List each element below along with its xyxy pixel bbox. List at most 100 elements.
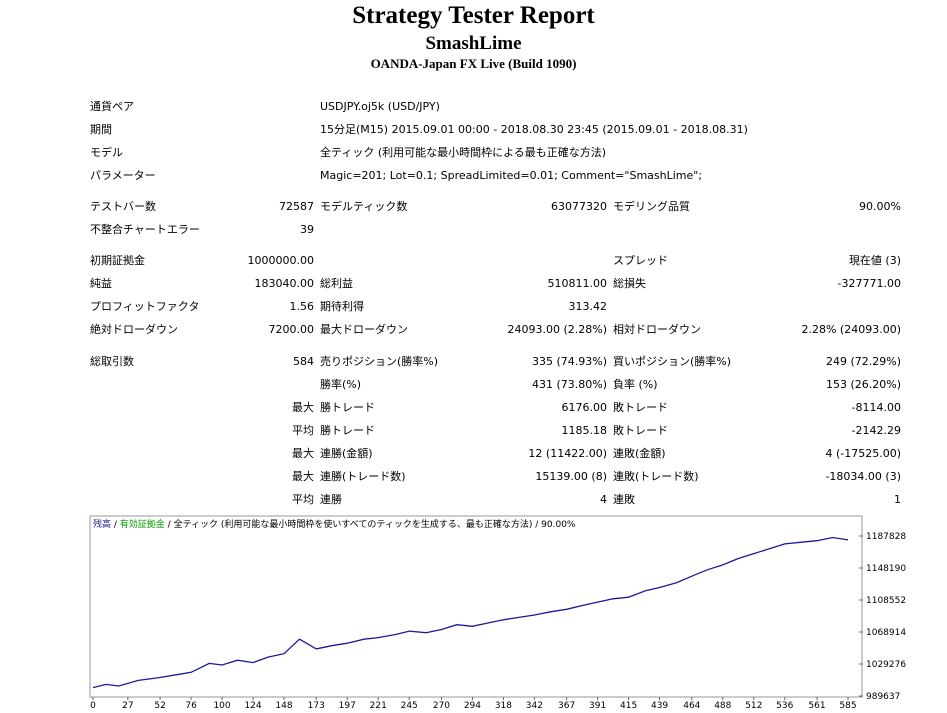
stat-label: 買いポジション(勝率%) xyxy=(613,355,732,368)
stat-label: 総損失 xyxy=(613,277,646,290)
stat-label: 負率 (%) xyxy=(613,378,658,391)
stat-label: 連勝(トレード数) xyxy=(320,470,406,483)
stat-label: 連敗(金額) xyxy=(613,447,666,460)
stat-value: 153 (26.20%) xyxy=(825,378,901,391)
stat-value: 平均 xyxy=(292,424,314,437)
stat-value: 4 xyxy=(600,493,607,506)
model-description: 全ティック (利用可能な最小時間枠を使いすべてのティックを生成する、最も正確な方… xyxy=(174,518,533,530)
stat-value: 431 (73.80%) xyxy=(531,378,607,391)
x-tick-label: 270 xyxy=(433,701,450,711)
stat-value: -18034.00 (3) xyxy=(825,470,901,483)
x-tick-label: 439 xyxy=(651,701,668,711)
stat-label: 勝トレード xyxy=(320,424,375,437)
x-tick-label: 367 xyxy=(558,701,575,711)
server-info: OANDA-Japan FX Live (Build 1090) xyxy=(370,56,577,71)
x-tick-label: 100 xyxy=(213,701,230,711)
stat-value: 15139.00 (8) xyxy=(535,470,607,483)
x-tick-label: 512 xyxy=(745,701,762,711)
stat-value: 249 (72.29%) xyxy=(825,355,901,368)
x-tick-label: 148 xyxy=(275,701,292,711)
y-tick-label: 1187828 xyxy=(866,532,906,542)
stat-label: 連敗 xyxy=(613,493,635,506)
chart-header: 残高 / 有効証拠金 / 全ティック (利用可能な最小時間枠を使いすべてのティッ… xyxy=(93,518,576,530)
quality: 90.00% xyxy=(541,520,576,530)
x-tick-label: 221 xyxy=(370,701,387,711)
stat-label: テストバー数 xyxy=(90,200,156,213)
stat-label: 相対ドローダウン xyxy=(613,323,701,336)
stat-value: 最大 xyxy=(292,447,314,460)
balance-line xyxy=(92,536,849,689)
stat-label: 最大ドローダウン xyxy=(320,323,408,336)
stat-value: 63077320 xyxy=(551,200,607,213)
setting-value: Magic=201; Lot=0.1; SpreadLimited=0.01; … xyxy=(320,169,703,182)
x-tick-label: 318 xyxy=(495,701,512,711)
stat-label: 敗トレード xyxy=(613,424,668,437)
stat-value: -327771.00 xyxy=(837,277,901,290)
x-tick-label: 124 xyxy=(244,701,261,711)
y-tick-label: 1108552 xyxy=(866,596,906,606)
stat-label: 総利益 xyxy=(320,277,353,290)
stat-value: 1000000.00 xyxy=(247,254,314,267)
x-tick-label: 415 xyxy=(620,701,637,711)
stat-value: -8114.00 xyxy=(851,401,901,414)
x-tick-label: 294 xyxy=(464,701,481,711)
stat-value: -2142.29 xyxy=(851,424,901,437)
x-tick-label: 245 xyxy=(401,701,418,711)
x-tick-label: 173 xyxy=(308,701,325,711)
stat-value: 39 xyxy=(300,223,314,236)
stat-label: モデルティック数 xyxy=(320,200,408,213)
legend-balance: 残高 xyxy=(93,518,111,530)
x-tick-label: 342 xyxy=(526,701,543,711)
stat-label: スプレッド xyxy=(613,254,668,267)
setting-value: USDJPY.oj5k (USD/JPY) xyxy=(320,100,440,113)
stat-value: 最大 xyxy=(292,470,314,483)
stat-label: 勝トレード xyxy=(320,401,375,414)
plot-frame xyxy=(89,515,863,698)
stat-value: 90.00% xyxy=(859,200,901,213)
stat-label: 勝率(%) xyxy=(320,378,362,391)
setting-label: パラメーター xyxy=(90,169,156,182)
report-title: Strategy Tester Report xyxy=(352,2,595,29)
x-tick-label: 585 xyxy=(839,701,856,711)
stat-value: 7200.00 xyxy=(268,323,315,336)
stat-value: 72587 xyxy=(279,200,314,213)
stat-label: 総取引数 xyxy=(90,355,134,368)
y-tick-label: 1148190 xyxy=(866,564,906,574)
stat-label: 不整合チャートエラー xyxy=(90,223,200,236)
stat-value: 1 xyxy=(894,493,901,506)
stat-value: 183040.00 xyxy=(254,277,315,290)
stat-label: 連敗(トレード数) xyxy=(613,470,699,483)
stat-value: 335 (74.93%) xyxy=(531,355,607,368)
x-tick-label: 464 xyxy=(683,701,700,711)
stat-label: プロフィットファクタ xyxy=(90,300,200,313)
expert-name: SmashLime xyxy=(425,33,522,54)
stat-label: モデリング品質 xyxy=(613,200,690,213)
setting-label: 期間 xyxy=(90,123,112,136)
stat-label: 売りポジション(勝率%) xyxy=(320,355,439,368)
y-tick-label: 989637 xyxy=(866,692,900,702)
stat-value: 6176.00 xyxy=(561,401,608,414)
stat-label: 連勝(金額) xyxy=(320,447,373,460)
stat-value: 12 (11422.00) xyxy=(528,447,607,460)
setting-value: 15分足(M15) 2015.09.01 00:00 - 2018.08.30 … xyxy=(320,123,748,136)
x-tick-label: 561 xyxy=(808,701,825,711)
x-tick-label: 488 xyxy=(714,701,731,711)
legend-equity: 有効証拠金 xyxy=(120,518,165,530)
separator: / xyxy=(111,520,120,530)
stat-value: 313.42 xyxy=(568,300,608,313)
stat-label: 絶対ドローダウン xyxy=(90,323,178,336)
stat-label: 期待利得 xyxy=(320,300,364,313)
x-tick-label: 197 xyxy=(339,701,356,711)
stat-label: 初期証拠金 xyxy=(90,254,145,267)
stat-value: 24093.00 (2.28%) xyxy=(507,323,607,336)
stat-value: 1185.18 xyxy=(561,424,608,437)
stat-value: 平均 xyxy=(292,493,314,506)
stat-value: 584 xyxy=(293,355,314,368)
x-tick-label: 391 xyxy=(589,701,606,711)
stat-value: 最大 xyxy=(292,401,314,414)
setting-value: 全ティック (利用可能な最小時間枠による最も正確な方法) xyxy=(320,146,607,159)
x-tick-label: 52 xyxy=(154,701,165,711)
separator: / xyxy=(532,520,541,530)
